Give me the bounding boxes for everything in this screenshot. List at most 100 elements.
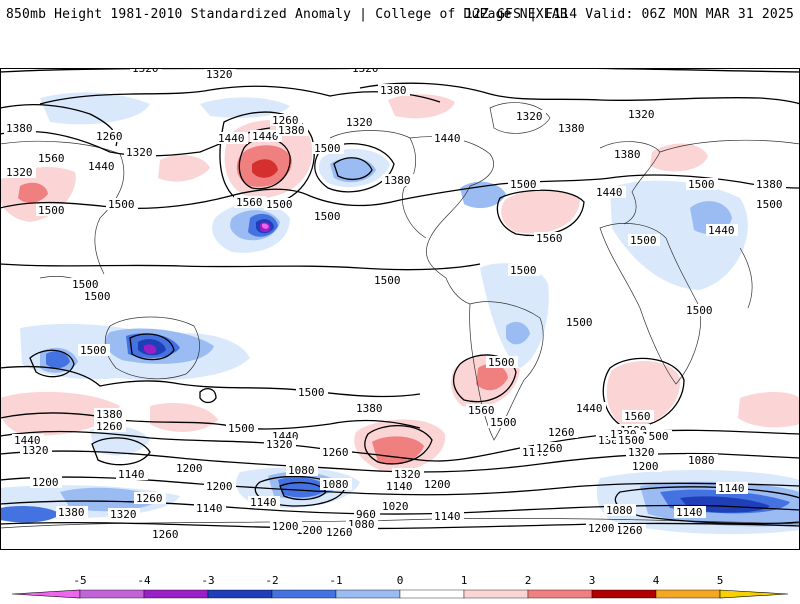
contour-1440-indian-low	[29, 349, 75, 378]
contour-label: 1500	[80, 344, 107, 357]
positive-anomaly-atlantic	[501, 189, 580, 234]
contour-label: 1500	[566, 316, 593, 329]
contour-label: 1080	[288, 464, 315, 477]
contour-label: 1500	[314, 142, 341, 155]
colorbar-tick-label: -3	[201, 574, 214, 587]
contour-label: 1320	[6, 166, 33, 179]
strong-positive-south-america	[476, 363, 508, 391]
contour-label: 1320	[346, 116, 373, 129]
colorbar-segment	[79, 589, 145, 599]
map-svg: 1320 1320 1320 1380 1380 1260 1320 1260 …	[0, 68, 800, 550]
contour-label: 1380	[384, 174, 411, 187]
contour-label: 1440	[218, 132, 245, 145]
positive-anomaly-south-indian	[0, 391, 120, 436]
colorbar-segment	[207, 589, 273, 599]
contour-label: 1260	[616, 524, 643, 537]
europe-coast	[599, 141, 661, 225]
contour-label: 1320	[126, 146, 153, 159]
contour-label: 1500	[686, 304, 713, 317]
contour-label: 1440	[576, 402, 603, 415]
contour-label: 1260	[96, 420, 123, 433]
map-title: 850mb Height 1981-2010 Standardized Anom…	[6, 7, 568, 22]
colorbar-segment	[655, 589, 721, 599]
contour-label: 1200	[632, 460, 659, 473]
contour-1560-south-atlantic-high	[602, 357, 685, 428]
contour-label: 1200	[206, 480, 233, 493]
contour-1500-mid-north	[0, 174, 800, 210]
africa-coast	[599, 223, 702, 385]
strong-positive-south-pacific	[372, 436, 424, 465]
contour-label: 1440	[14, 434, 41, 447]
positive-anomaly-arctic	[388, 94, 455, 119]
run-info: 12Z GFS | F114 Valid: 06Z MON MAR 31 202…	[464, 7, 794, 22]
india-coast	[739, 247, 753, 309]
contour-label: 1260	[326, 526, 353, 539]
contour-label: 1320	[394, 468, 421, 481]
contour-1080-antarctic-low	[254, 475, 345, 507]
contour-label: 1560	[468, 404, 495, 417]
contour-1440-sw-australia	[199, 387, 217, 404]
contour-label: 1080	[688, 454, 715, 467]
contour-1260-antarctic	[0, 522, 800, 530]
peak-positive-pacific	[252, 159, 278, 178]
asia-north-coast	[659, 139, 800, 153]
contour-label: 1080	[322, 478, 349, 491]
colorbar-tick-label: 3	[589, 574, 596, 587]
colorbar-segment	[399, 589, 465, 599]
colorbar-ticks: -5 -4 -3 -2 -1 0 1 2 3 4 5	[73, 574, 723, 587]
greenland-coast	[489, 102, 551, 134]
colorbar-tick-label: 2	[525, 574, 532, 587]
contour-label: 1500	[374, 274, 401, 287]
contour-label: 1140	[386, 480, 413, 493]
contour-label: 1320	[352, 68, 379, 75]
colorbar-svg: -5 -4 -3 -2 -1 0 1 2 3 4 5	[11, 574, 789, 599]
map-panel: 1320 1320 1320 1380 1380 1260 1320 1260 …	[0, 68, 800, 550]
north-america-coast	[329, 130, 494, 305]
colorbar-tick-label: 5	[717, 574, 724, 587]
neg-anomaly-hawaii-extreme	[262, 223, 269, 229]
contour-label: 1020	[382, 500, 409, 513]
contour-label: 1500	[630, 234, 657, 247]
contour-label: 1500	[488, 356, 515, 369]
neg-anomaly-australia-peak	[144, 344, 157, 355]
contour-label: 1320	[628, 446, 655, 459]
contour-label: 1260	[152, 528, 179, 541]
contour-label: 1440	[434, 132, 461, 145]
contour-label: 1440	[88, 160, 115, 173]
contour-label: 1320	[206, 68, 233, 81]
contour-labels: 1320 1320 1320 1380 1380 1260 1320 1260 …	[4, 68, 786, 541]
contour-label: 1200	[588, 522, 615, 535]
contour-label: 1380	[756, 178, 783, 191]
contour-1380-arctic	[359, 82, 800, 105]
colorbar-segment	[11, 589, 81, 599]
colorbar-tick-label: 1	[461, 574, 468, 587]
contour-label: 1500	[510, 178, 537, 191]
contour-label: 1140	[434, 510, 461, 523]
contour-label: 1140	[718, 482, 745, 495]
contour-label: 1260	[322, 446, 349, 459]
contour-label: 1380	[614, 148, 641, 161]
contour-label: 1200	[296, 524, 323, 537]
colorbar-segment	[143, 589, 209, 599]
contour-label: 1380	[58, 506, 85, 519]
contour-label: 1200	[272, 520, 299, 533]
contour-label: 1200	[424, 478, 451, 491]
contour-label: 1140	[676, 506, 703, 519]
contour-1200-southern-low	[91, 437, 151, 466]
contour-label: 1380	[356, 402, 383, 415]
south-america-coast	[469, 301, 544, 441]
contour-label: 1500	[618, 434, 645, 447]
anomaly-shading	[0, 92, 800, 535]
australia-coast	[104, 316, 200, 380]
contour-label: 1260	[548, 426, 575, 439]
contour-label: 1560	[236, 196, 263, 209]
contour-label: 1500	[72, 278, 99, 291]
neg-anomaly-brazil	[506, 321, 530, 345]
contour-label: 1140	[118, 468, 145, 481]
colorbar-segment	[719, 589, 789, 599]
contour-label: 1440	[596, 186, 623, 199]
neg-anomaly-west-indian-2	[46, 351, 70, 369]
contour-label: 1500	[688, 178, 715, 191]
colorbar-tick-label: -5	[73, 574, 86, 587]
contour-label: 1200	[176, 462, 203, 475]
